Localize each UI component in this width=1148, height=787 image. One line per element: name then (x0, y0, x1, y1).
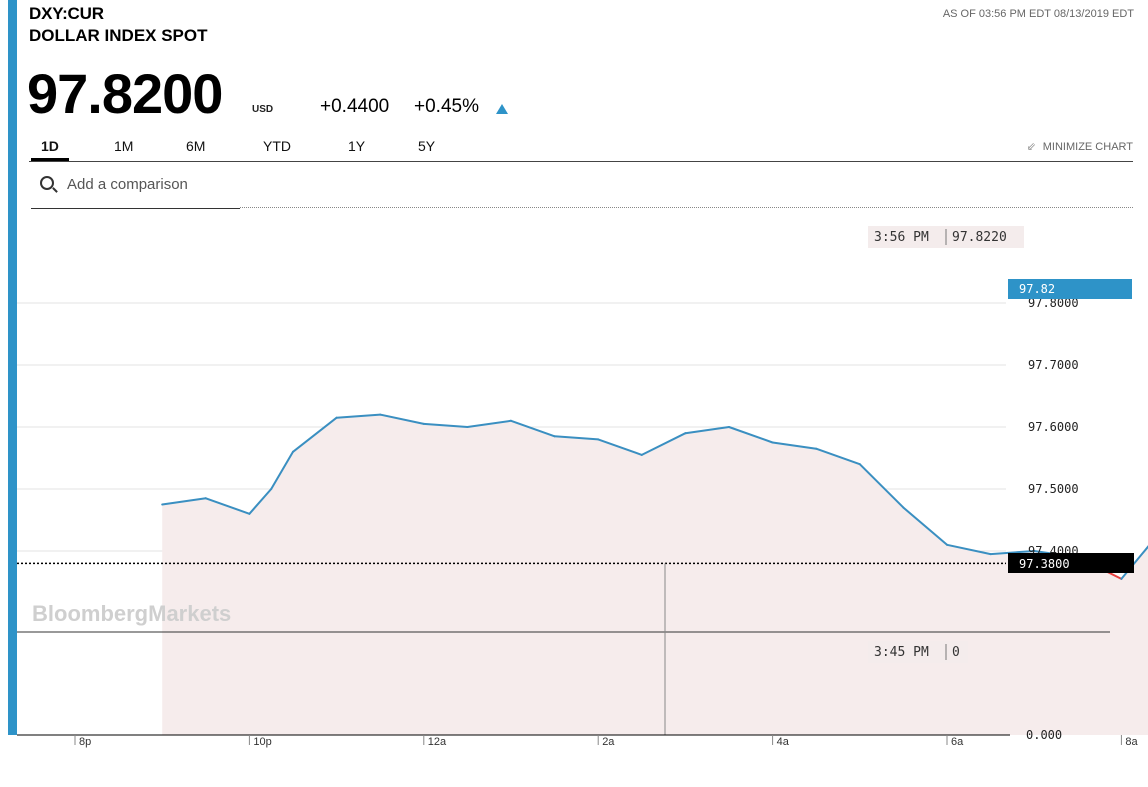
tooltip-value: 97.8220 (952, 230, 1007, 245)
series-segment (161, 497, 207, 506)
range-tabs: 1D 1M 6M YTD 1Y 5Y (29, 137, 1133, 162)
y-tick-label: 97.7000 (1028, 358, 1079, 372)
ticker-symbol: DXY:CUR (29, 4, 104, 23)
comparison-input[interactable] (65, 175, 239, 194)
series-segment (204, 497, 251, 515)
series-segment (640, 432, 687, 456)
tab-ytd[interactable]: YTD (263, 138, 291, 154)
tooltip-time: 3:45 PM (874, 645, 929, 660)
y-tick-label: 97.6000 (1028, 420, 1079, 434)
x-tick-label: 4a (777, 736, 790, 748)
x-axis: 8p10p12a2a4a6a8a10a12p2p4p (17, 734, 1139, 748)
tooltip-time: 3:56 PM (874, 230, 929, 245)
series-segment (597, 438, 643, 456)
tab-5y[interactable]: 5Y (418, 138, 436, 154)
last-value-flag-bg (1008, 279, 1132, 299)
y-tick-label: 97.8000 (1028, 296, 1079, 310)
tab-1m[interactable]: 1M (114, 138, 134, 154)
series-segment (270, 450, 294, 490)
x-tick-label: 8a (1125, 736, 1138, 748)
x-tick-label: 10p (253, 736, 271, 748)
series-segment (292, 416, 338, 453)
as-of-timestamp: AS OF 03:56 PM EDT 08/13/2019 EDT (942, 8, 1134, 20)
series-segment (553, 435, 600, 441)
tooltip-bg (868, 641, 968, 663)
price-change: +0.4400 (320, 96, 390, 117)
x-tick-label: 2a (602, 736, 615, 748)
currency-label: USD (252, 104, 274, 115)
series-segment (989, 550, 1036, 556)
last-value-label: 97.82 (1019, 282, 1055, 296)
series-segment (815, 447, 861, 466)
instrument-name: DOLLAR INDEX SPOT (29, 26, 208, 45)
y-tick-label: 0.000 (1026, 728, 1062, 742)
search-icon (40, 176, 54, 190)
prev-close-flag: 97.3800 (1008, 553, 1134, 573)
tab-1d[interactable]: 1D (31, 138, 69, 161)
last-value-flag: 97.82 (1008, 279, 1132, 299)
series-segment (335, 413, 382, 419)
series-segment (684, 426, 730, 435)
crosshair-bottom-tooltip: 3:45 PM 0 (868, 641, 968, 663)
tab-1y[interactable]: 1Y (348, 138, 366, 154)
divider (240, 207, 1133, 208)
triangle-up-icon (496, 104, 508, 114)
accent-bar (8, 0, 17, 735)
series-segment (902, 506, 948, 546)
series-segment (510, 419, 556, 438)
prev-close-label: 97.3800 (1019, 557, 1070, 571)
prev-close-flag-bg (1008, 553, 1134, 573)
minimize-chart-button[interactable]: ⇙ MINIMIZE CHART (1027, 140, 1133, 153)
series-segment (466, 419, 512, 428)
series-segment (379, 413, 425, 425)
minimize-label: MINIMIZE CHART (1042, 141, 1133, 153)
crosshair-top-tooltip: 3:56 PM 97.8220 (868, 226, 1024, 248)
comparison-search (31, 166, 240, 209)
series-segment (946, 543, 992, 556)
series-segment (422, 422, 469, 428)
watermark: BloombergMarkets (32, 601, 231, 626)
series-segment (771, 441, 818, 450)
x-tick-label: 6a (951, 736, 964, 748)
y-tick-label: 97.5000 (1028, 482, 1079, 496)
x-tick-label: 12a (428, 736, 447, 748)
series-segment (858, 463, 905, 509)
last-price: 97.8200 (27, 62, 223, 125)
tab-6m[interactable]: 6M (186, 138, 206, 154)
tooltip-value: 0 (952, 645, 960, 660)
series-segment (248, 488, 273, 515)
series-segment (728, 426, 774, 444)
price-change-percent: +0.45% (414, 96, 479, 117)
minimize-icon: ⇙ (1026, 141, 1036, 153)
x-tick-label: 8p (79, 736, 91, 748)
